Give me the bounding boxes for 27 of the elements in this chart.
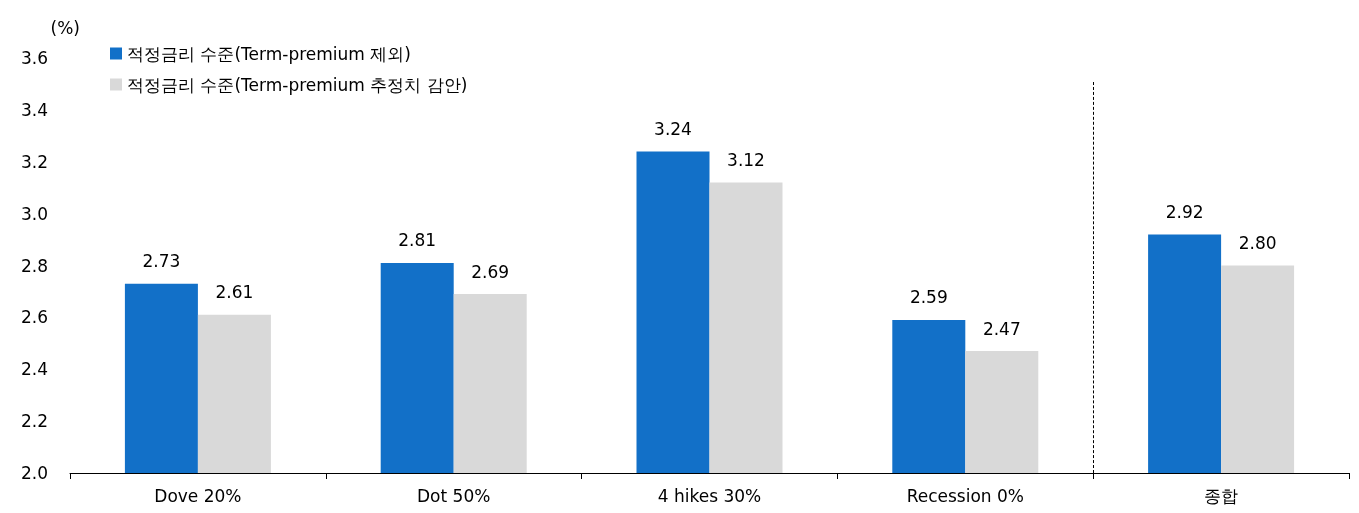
x-tick-label: Dot 50% bbox=[417, 485, 491, 506]
data-label: 2.92 bbox=[1165, 201, 1204, 222]
x-tick-label: 종합 bbox=[1204, 485, 1239, 506]
data-label: 2.73 bbox=[142, 251, 181, 272]
y-tick-label: 3.4 bbox=[20, 99, 48, 120]
y-tick-label: 2.2 bbox=[20, 411, 48, 432]
data-label: 2.61 bbox=[215, 282, 254, 303]
y-tick-label: 2.0 bbox=[20, 463, 48, 483]
y-axis-title: (%) bbox=[50, 17, 80, 38]
y-tick-label: 3.6 bbox=[20, 48, 48, 68]
y-tick-label: 3.0 bbox=[20, 203, 48, 224]
y-tick-label: 3.2 bbox=[20, 151, 48, 172]
y-tick-label: 2.4 bbox=[20, 359, 48, 380]
data-label: 2.47 bbox=[982, 318, 1021, 339]
y-tick-label: 2.8 bbox=[20, 255, 48, 276]
legend-label: 적정금리 수준(Term-premium 추정치 감안) bbox=[127, 74, 468, 95]
x-tick-label: Dove 20% bbox=[154, 485, 242, 506]
data-label: 2.59 bbox=[909, 287, 948, 308]
data-label: 3.24 bbox=[654, 118, 692, 139]
data-label: 2.80 bbox=[1238, 233, 1277, 253]
data-label: 3.12 bbox=[727, 150, 765, 170]
y-tick-label: 2.6 bbox=[20, 307, 48, 328]
x-tick-label: Recession 0% bbox=[906, 485, 1024, 506]
data-label: 2.81 bbox=[398, 230, 437, 251]
data-label: 2.69 bbox=[471, 261, 510, 282]
x-tick-label: 4 hikes 30% bbox=[657, 485, 762, 506]
legend-label: 적정금리 수준(Term-premium 제외) bbox=[127, 43, 411, 64]
